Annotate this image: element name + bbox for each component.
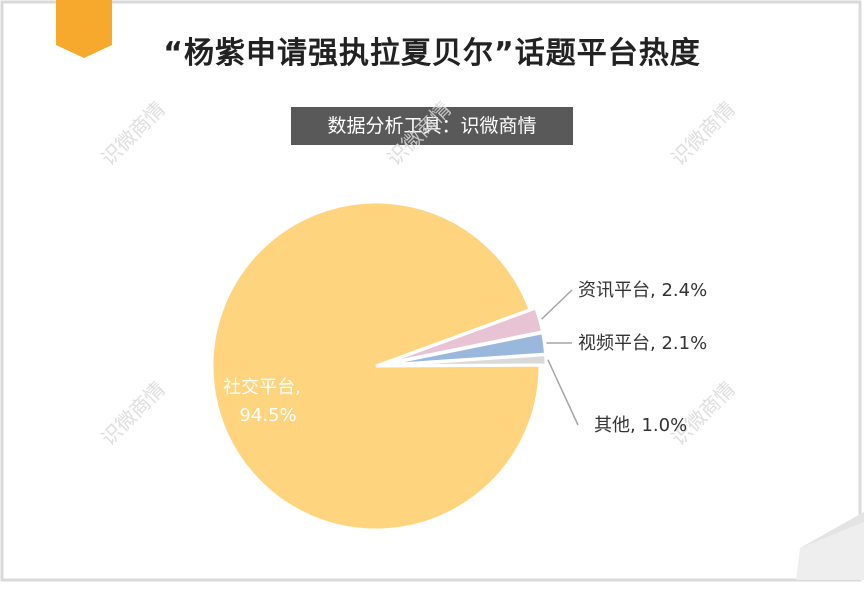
leader-line-2 [547,359,579,426]
slice-label-2: 其他, 1.0% [594,415,687,436]
page-title: “杨紫申请强执拉夏贝尔”话题平台热度 [163,36,701,71]
slice-value-social: 94.5% [239,405,296,426]
accent-ribbon [56,0,112,58]
page-curl [796,512,864,580]
slice-label-social: 社交平台, [223,377,301,398]
subtitle-badge: 数据分析工具：识微商情 [291,107,573,145]
slice-label-0: 资讯平台, 2.4% [578,280,707,301]
pie-slice-2 [381,353,548,368]
pie-slice-3 [210,200,542,532]
leader-line-0 [541,289,573,320]
slice-label-1: 视频平台, 2.1% [578,333,707,354]
